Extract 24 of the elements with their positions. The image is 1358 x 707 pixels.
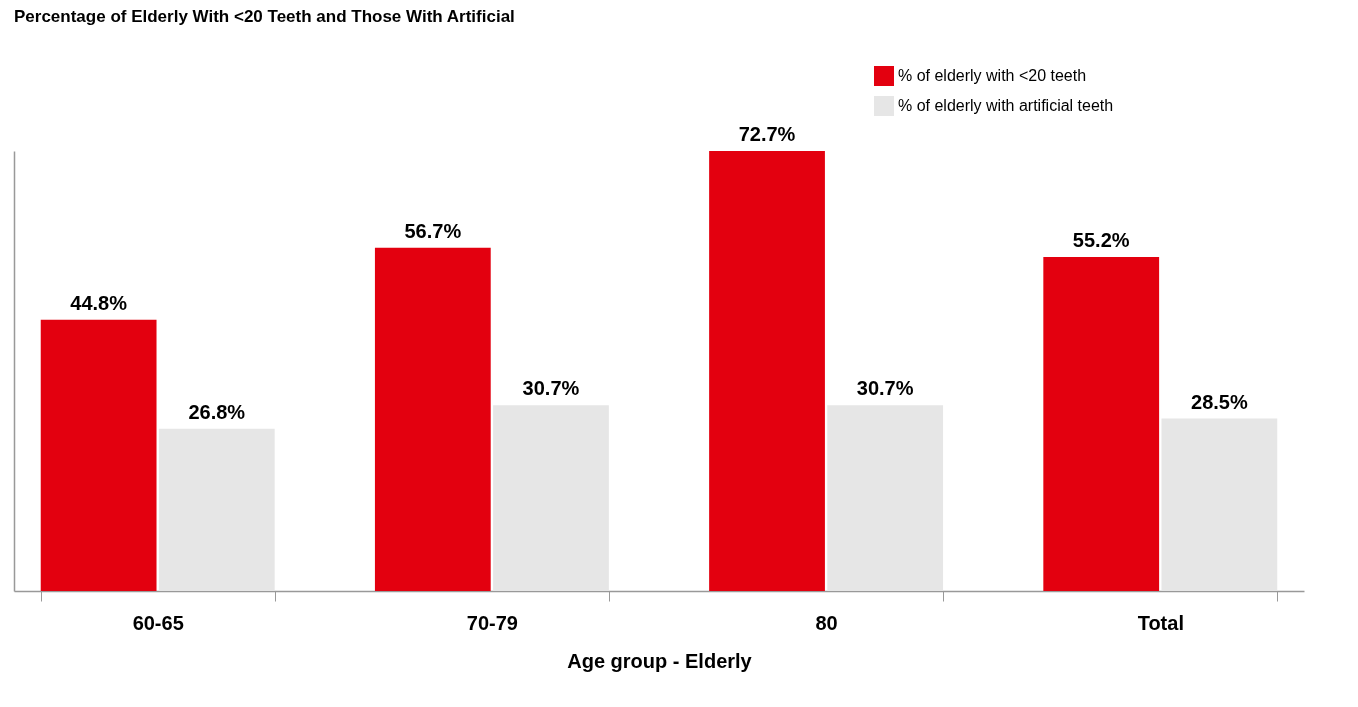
data-label: 44.8% xyxy=(70,291,128,314)
x-tick-label: Total xyxy=(1137,611,1184,634)
data-label: 56.7% xyxy=(404,219,462,242)
chart-title: Percentage of Elderly With <20 Teeth and Those With Artificial xyxy=(14,7,515,26)
x-tick-label: 60-65 xyxy=(132,611,184,634)
bar xyxy=(493,405,609,591)
data-label: 30.7% xyxy=(856,377,914,400)
data-label: 30.7% xyxy=(522,377,580,400)
data-label: 55.2% xyxy=(1072,228,1130,251)
x-tick-label: 80 xyxy=(815,611,838,634)
legend-label: % of elderly with <20 teeth xyxy=(898,67,1087,84)
bar xyxy=(709,151,825,591)
data-label: 72.7% xyxy=(738,123,796,145)
x-axis-title: Age group - Elderly xyxy=(567,649,753,672)
data-label: 28.5% xyxy=(1191,390,1248,413)
bar xyxy=(827,405,944,591)
legend-label: % of elderly with artificial teeth xyxy=(898,97,1114,114)
data-label: 26.8% xyxy=(188,400,246,423)
bar xyxy=(158,428,275,591)
bar xyxy=(1043,256,1160,591)
bar xyxy=(1161,418,1278,591)
bar xyxy=(40,319,157,591)
x-tick-label: 70-79 xyxy=(466,611,518,634)
bar xyxy=(374,247,491,591)
